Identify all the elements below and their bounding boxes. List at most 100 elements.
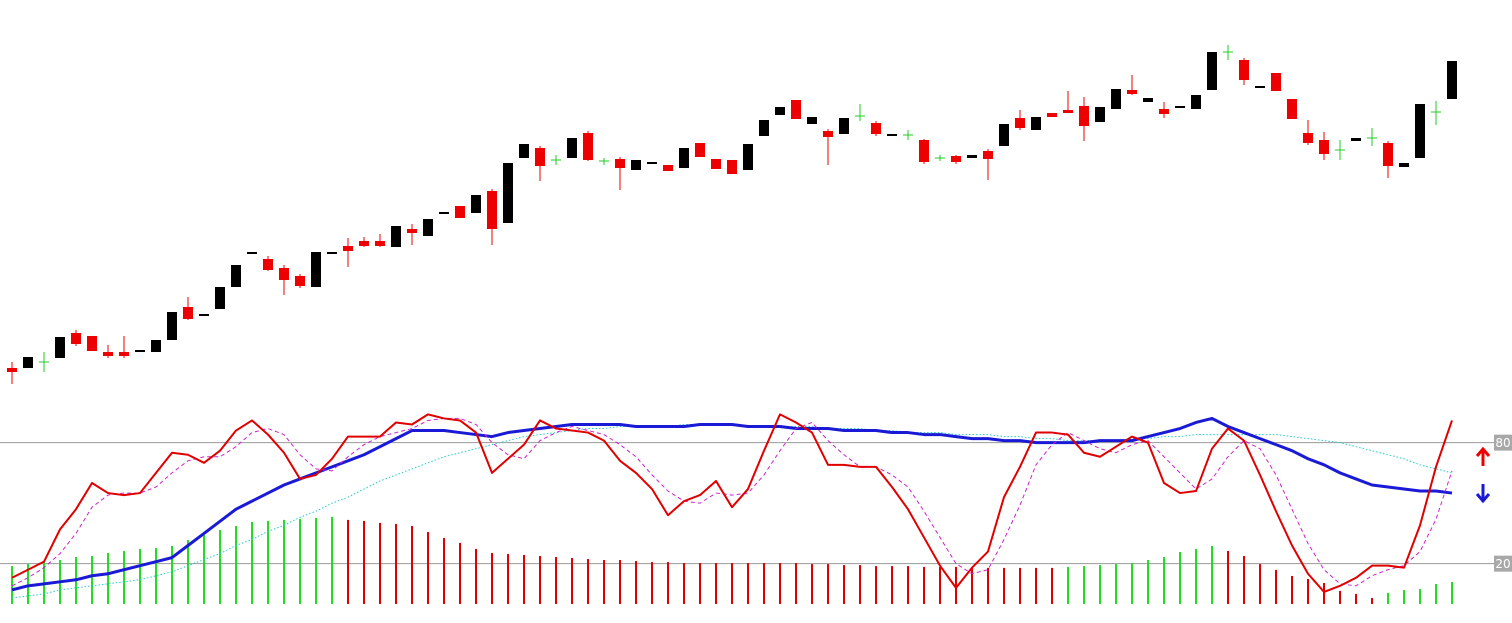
candle-body	[727, 160, 737, 174]
histogram-bar	[107, 552, 109, 604]
candle-body	[295, 276, 305, 286]
candle-body	[951, 156, 961, 162]
candle-body	[999, 124, 1009, 146]
histogram-bar	[171, 545, 173, 604]
histogram-bar	[1419, 589, 1421, 604]
candle-body	[439, 212, 449, 214]
candle-body	[919, 140, 929, 162]
histogram-bar	[779, 563, 781, 604]
candle-body	[23, 357, 33, 368]
candle-body	[679, 148, 689, 168]
candle-body	[711, 159, 721, 169]
candle-body	[967, 155, 977, 158]
candle-body	[1399, 163, 1409, 167]
candle-body	[983, 151, 993, 159]
candle-body	[215, 287, 225, 309]
candle-body	[311, 252, 321, 287]
candle-body	[567, 138, 577, 158]
candle-body	[423, 219, 433, 236]
candle-body	[615, 159, 625, 168]
histogram-bar	[491, 552, 493, 604]
histogram-bar	[1435, 584, 1437, 604]
histogram-bar	[395, 523, 397, 604]
histogram-bar	[811, 564, 813, 604]
candle-body	[231, 265, 241, 287]
histogram-bar	[331, 516, 333, 604]
histogram-bar	[1083, 566, 1085, 604]
histogram-bar	[459, 542, 461, 604]
histogram-bar	[747, 563, 749, 604]
histogram-bar	[555, 557, 557, 604]
histogram-bar	[427, 531, 429, 604]
candle-body	[583, 133, 593, 160]
histogram-bar	[299, 518, 301, 604]
candle-body	[247, 252, 257, 254]
histogram-bar	[411, 525, 413, 604]
candle-body	[359, 241, 369, 246]
histogram-bar	[1227, 550, 1229, 604]
histogram-bar	[123, 550, 125, 604]
histogram-bar	[267, 520, 269, 604]
histogram-bar	[619, 560, 621, 604]
candle-body	[471, 195, 481, 213]
histogram-bar	[1323, 583, 1325, 604]
candle-body	[1015, 118, 1025, 128]
histogram-bar	[1371, 597, 1373, 604]
y-tick-label: 80	[1495, 436, 1510, 450]
histogram-bar	[91, 555, 93, 604]
candle-body	[327, 252, 337, 254]
histogram-bar	[27, 564, 29, 604]
histogram-bar	[763, 563, 765, 604]
histogram-bar	[1243, 555, 1245, 604]
histogram-bar	[891, 566, 893, 604]
histogram-bar	[523, 554, 525, 604]
histogram-bar	[363, 520, 365, 604]
histogram-bar	[507, 553, 509, 604]
indicator-line	[11, 413, 1453, 593]
candle-body	[1031, 117, 1041, 130]
histogram-bar	[795, 563, 797, 604]
histogram-bar	[1403, 590, 1405, 604]
candle-body	[647, 162, 657, 164]
candle-body	[455, 206, 465, 218]
histogram-bar	[1147, 560, 1149, 604]
candle-body	[1047, 113, 1057, 117]
histogram-bar	[1163, 557, 1165, 604]
histogram-bar	[859, 565, 861, 604]
candle-body	[519, 144, 529, 158]
histogram-bar	[571, 558, 573, 604]
histogram-bar	[347, 519, 349, 604]
candle-body	[343, 246, 353, 251]
histogram-bar	[1099, 565, 1101, 604]
candle-body	[1255, 86, 1265, 88]
candle-body	[263, 259, 273, 270]
candle-body	[1303, 133, 1313, 143]
candle-body	[631, 160, 641, 170]
y-tick-label: 20	[1495, 557, 1510, 571]
candle-body	[375, 241, 385, 246]
candle-body	[487, 191, 497, 229]
candle-body	[1111, 89, 1121, 109]
candle-body	[503, 163, 513, 223]
candle-body	[887, 134, 897, 136]
histogram-bar	[923, 566, 925, 604]
candle-body	[1351, 138, 1361, 141]
candle-body	[199, 314, 209, 316]
histogram-bar	[1355, 593, 1357, 604]
histogram-bar	[1131, 563, 1133, 604]
histogram-bar	[219, 529, 221, 604]
histogram-bar	[379, 522, 381, 604]
candle-body	[391, 226, 401, 247]
histogram-bar	[683, 563, 685, 604]
candle-body	[1159, 109, 1169, 114]
signal-arrows	[1475, 446, 1491, 504]
histogram-bar	[667, 562, 669, 604]
histogram-bar	[1259, 564, 1261, 604]
histogram-bar	[1211, 545, 1213, 604]
candle-body	[1143, 98, 1153, 102]
candle-body	[1095, 107, 1105, 122]
candle-body	[759, 120, 769, 136]
histogram-bar	[1035, 567, 1037, 604]
candle-body	[71, 333, 81, 344]
